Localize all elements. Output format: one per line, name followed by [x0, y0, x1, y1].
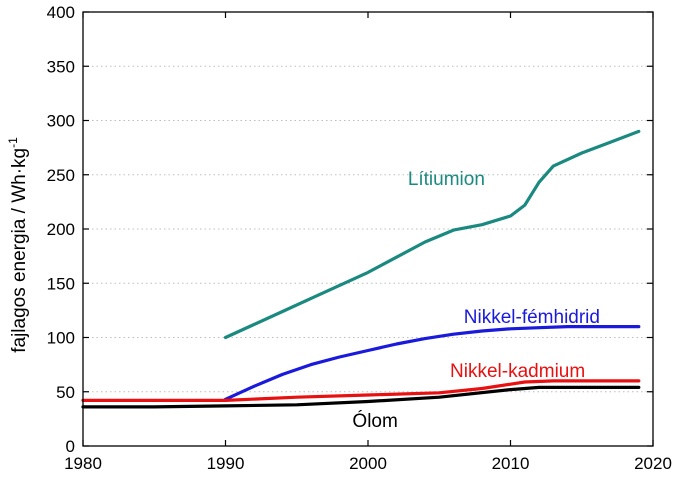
y-tick-label-150: 150 [47, 274, 75, 293]
y-tick-label-100: 100 [47, 329, 75, 348]
y-axis-title-superscript: -1 [6, 137, 20, 148]
series-line-1 [223, 129, 641, 340]
axis-ticks: 0 50 100 150 200 250 300 350 400 1980 1990 2000 2010… [47, 3, 672, 473]
series-line-2 [223, 325, 641, 401]
series-line-4 [81, 385, 641, 409]
gridlines [83, 65, 653, 393]
series-line-3 [81, 379, 641, 402]
x-tick-label-2010: 2010 [492, 454, 530, 473]
y-tick-label-50: 50 [56, 383, 75, 402]
x-tick-label-2000: 2000 [349, 454, 387, 473]
x-tick-label-1980: 1980 [64, 454, 102, 473]
x-tick-label-1990: 1990 [207, 454, 245, 473]
series-lines [81, 129, 641, 409]
y-tick-label-250: 250 [47, 166, 75, 185]
series-label-1: Lítiumion [408, 169, 485, 190]
y-axis-title-text: fajlagos energia / Wh·kg [9, 148, 30, 353]
series-label-4: Ólom [352, 410, 397, 432]
series-label-3: Nikkel-kadmium [450, 361, 585, 382]
y-tick-label-300: 300 [47, 112, 75, 131]
y-tick-label-400: 400 [47, 3, 75, 22]
y-tick-label-200: 200 [47, 220, 75, 239]
y-axis-title: fajlagos energia / Wh·kg-1 [6, 137, 30, 353]
y-tick-label-350: 350 [47, 57, 75, 76]
series-labels: Lítiumion Nikkel-fémhidrid Nikkel-kadmium Ó… [352, 169, 600, 432]
y-tick-label-0: 0 [66, 437, 75, 456]
series-label-2: Nikkel-fémhidrid [464, 307, 600, 328]
x-tick-label-2020: 2020 [634, 454, 672, 473]
